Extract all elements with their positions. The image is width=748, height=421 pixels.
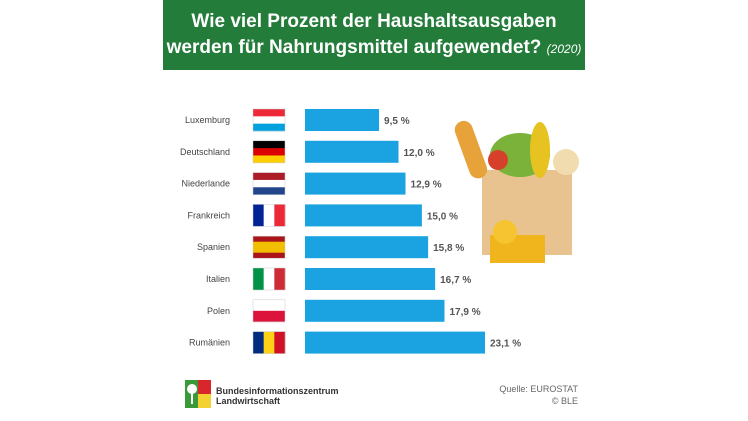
bar [305, 299, 445, 322]
bar [305, 236, 429, 259]
organization-name: Bundesinformationszentrum Landwirtschaft [216, 386, 339, 406]
flag-stripe [253, 252, 285, 259]
flag-stripe [253, 116, 285, 124]
bar [305, 140, 399, 163]
title-year: (2020) [546, 42, 582, 56]
flag-icon [252, 172, 286, 195]
flag-icon [252, 299, 286, 323]
flag-stripe [263, 204, 275, 227]
flag-stripe [253, 140, 285, 149]
value-label: 23,1 % [490, 339, 521, 350]
flag-stripe [253, 155, 285, 164]
bar [305, 172, 406, 195]
value-label: 15,8 % [433, 243, 464, 254]
value-label: 12,0 % [404, 148, 435, 159]
source-text: Quelle: EUROSTAT [499, 384, 578, 394]
value-label: 9,5 % [384, 116, 410, 127]
copyright-text: © BLE [551, 396, 578, 406]
org-line1: Bundesinformationszentrum [216, 386, 339, 396]
flag-stripe [253, 187, 285, 195]
flag-border [252, 299, 286, 323]
flag-border [252, 267, 286, 291]
flag-stripe [253, 172, 285, 181]
flag-stripe [263, 268, 275, 290]
flag-stripe [274, 268, 286, 290]
flag-stripe [253, 268, 264, 290]
category-label: Italien [206, 274, 230, 284]
flag-icon [252, 108, 286, 132]
flag-border [252, 204, 286, 227]
flag-stripe [253, 236, 285, 242]
value-label: 12,9 % [411, 180, 442, 191]
flag-border [252, 331, 286, 354]
category-label: Rumänien [189, 338, 230, 348]
bar [305, 268, 436, 290]
category-label: Polen [207, 306, 230, 316]
category-label: Niederlande [181, 179, 230, 189]
category-label: Frankreich [187, 210, 230, 220]
flag-stripe [263, 331, 275, 354]
flag-icon [252, 331, 286, 354]
bar [305, 331, 485, 354]
value-label: 16,7 % [440, 275, 471, 286]
org-line2: Landwirtschaft [216, 396, 281, 406]
food-bag-illustration [454, 120, 579, 263]
source-note: Quelle: EUROSTAT © BLE [499, 383, 578, 407]
flag-stripe [253, 310, 285, 323]
flag-stripe [253, 148, 285, 156]
ble-logo [185, 380, 211, 408]
bar [305, 109, 380, 131]
flag-icon [252, 235, 286, 259]
title-text: Wie viel Prozent der Haushaltsausgaben w… [166, 11, 557, 58]
category-label: Spanien [197, 242, 230, 252]
flag-icon [252, 140, 286, 164]
chart-title: Wie viel Prozent der Haushaltsausgaben w… [163, 0, 585, 70]
flag-stripe [253, 123, 285, 132]
value-label: 15,0 % [427, 211, 458, 222]
flag-stripe [253, 331, 264, 354]
flag-stripe [253, 299, 285, 312]
flag-border [252, 108, 286, 132]
flag-stripe [253, 109, 285, 117]
flag-stripe [274, 331, 286, 354]
flag-border [252, 140, 286, 164]
flag-icon [252, 267, 286, 291]
bar [305, 204, 422, 227]
value-label: 17,9 % [449, 307, 480, 318]
category-label: Deutschland [180, 147, 230, 157]
category-label: Luxemburg [185, 115, 230, 125]
flag-border [252, 172, 286, 195]
flag-icon [252, 204, 286, 227]
flag-stripe [253, 241, 285, 253]
flag-stripe [253, 204, 264, 227]
flag-stripe [274, 204, 286, 227]
flag-stripe [253, 179, 285, 188]
flag-border [252, 235, 286, 259]
